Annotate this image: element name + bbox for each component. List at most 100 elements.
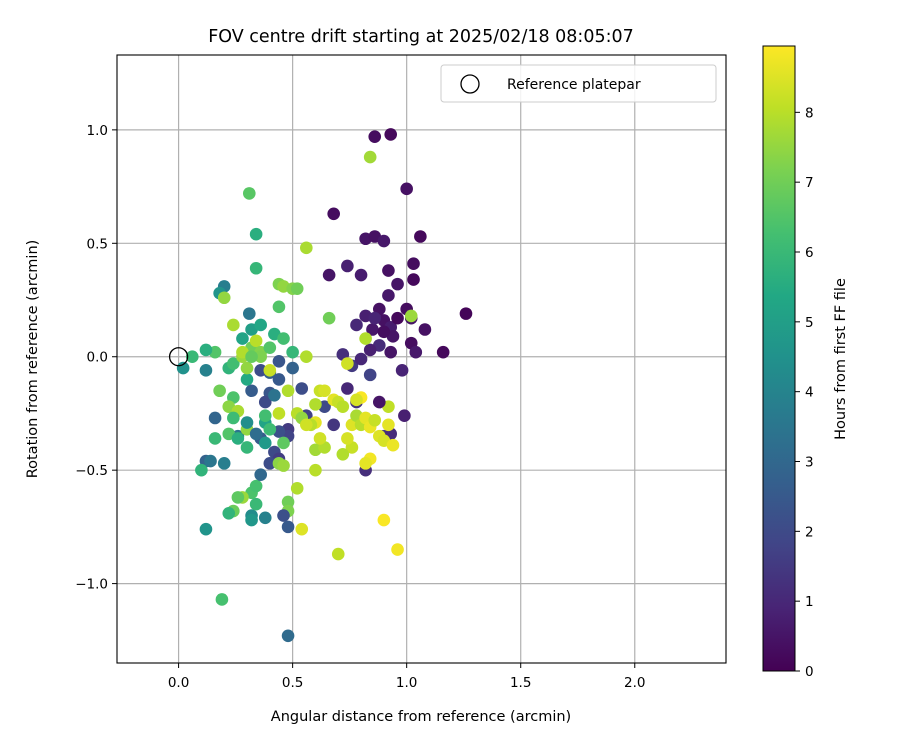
scatter-point	[309, 398, 322, 411]
scatter-point	[322, 311, 336, 325]
scatter-point	[249, 479, 263, 493]
y-tick-label: −0.5	[75, 463, 108, 479]
scatter-point	[331, 547, 345, 561]
scatter-point	[199, 343, 213, 357]
grid	[117, 55, 726, 663]
scatter-points	[176, 128, 473, 643]
scatter-point	[249, 261, 263, 275]
scatter-point	[384, 128, 398, 141]
scatter-point	[281, 384, 295, 398]
colorbar-tick-label: 6	[805, 245, 814, 261]
scatter-point	[295, 382, 309, 395]
scatter-point	[354, 352, 368, 366]
scatter-point	[366, 323, 379, 336]
scatter-point	[263, 364, 277, 377]
legend: Reference platepar	[440, 64, 717, 103]
legend-box	[440, 64, 717, 103]
scatter-point	[336, 447, 350, 461]
scatter-point	[377, 513, 391, 527]
scatter-point	[277, 509, 290, 522]
scatter-point	[391, 311, 404, 325]
scatter-point	[242, 307, 256, 320]
colorbar-label: Hours from first FF file	[833, 278, 849, 440]
scatter-point	[240, 373, 254, 386]
x-tick-label: 2.0	[624, 675, 645, 691]
scatter-point	[281, 520, 295, 534]
scatter-point	[395, 364, 409, 377]
scatter-point	[391, 543, 404, 556]
scatter-point	[245, 513, 258, 527]
scatter-point	[368, 413, 382, 427]
scatter-point	[309, 463, 322, 477]
scatter-point	[459, 307, 473, 320]
scatter-point	[350, 393, 363, 407]
scatter-point	[258, 395, 272, 409]
scatter-point	[272, 373, 286, 386]
scatter-point	[268, 388, 281, 402]
chart-title: FOV centre drift starting at 2025/02/18 …	[208, 27, 634, 47]
scatter-point	[290, 482, 304, 495]
scatter-point	[418, 323, 432, 336]
scatter-point	[363, 368, 377, 382]
scatter-point	[272, 300, 286, 314]
scatter-point	[382, 418, 395, 432]
reference-platepar-marker	[168, 347, 189, 367]
scatter-point	[258, 511, 272, 525]
scatter-point	[204, 454, 217, 468]
scatter-point	[249, 334, 263, 348]
scatter-point	[409, 345, 423, 359]
scatter-point	[240, 441, 254, 454]
scatter-point	[300, 350, 313, 364]
x-tick-label: 0.0	[168, 675, 189, 691]
colorbar-tick-label: 4	[805, 385, 814, 401]
scatter-point	[199, 522, 213, 536]
x-tick-label: 1.0	[396, 675, 417, 691]
scatter-point	[354, 268, 368, 282]
colorbar	[762, 45, 796, 672]
scatter-point	[249, 497, 263, 511]
scatter-point	[249, 427, 263, 441]
scatter-point	[281, 495, 295, 509]
scatter-point	[195, 463, 208, 477]
legend-label-reference: Reference platepar	[507, 77, 641, 93]
scatter-point	[277, 459, 290, 472]
scatter-point	[363, 343, 377, 357]
scatter-point	[382, 264, 395, 277]
scatter-point	[227, 411, 240, 425]
scatter-point	[227, 318, 240, 332]
scatter-point	[313, 432, 327, 445]
scatter-point	[208, 411, 222, 425]
scatter-point	[263, 457, 277, 470]
y-axis-label: Rotation from reference (arcmin)	[25, 240, 41, 479]
scatter-point	[414, 230, 427, 243]
scatter-point	[359, 332, 372, 345]
scatter-point	[217, 457, 231, 470]
scatter-point	[359, 457, 372, 470]
plot-frame	[116, 54, 727, 664]
scatter-point	[382, 289, 395, 302]
scatter-point	[407, 257, 420, 271]
scatter-point	[245, 350, 258, 364]
scatter-point	[341, 382, 354, 395]
scatter-point	[341, 259, 354, 273]
scatter-point	[373, 395, 386, 409]
scatter-point	[277, 332, 290, 345]
colorbar-tick-label: 7	[805, 175, 814, 191]
x-tick-label: 1.5	[510, 675, 531, 691]
scatter-point	[368, 130, 382, 143]
scatter-point	[240, 416, 254, 429]
scatter-point	[185, 350, 199, 364]
scatter-point	[391, 277, 404, 291]
colorbar-ticks: 0 1 2 3 4 5 6 7 8	[795, 105, 814, 680]
scatter-point	[286, 345, 299, 359]
scatter-point	[327, 418, 340, 432]
scatter-point	[350, 318, 363, 332]
y-tick-label: 0.5	[87, 236, 108, 252]
colorbar-tick-label: 8	[805, 105, 814, 121]
scatter-point	[249, 227, 263, 241]
scatter-point	[300, 241, 313, 255]
scatter-point	[436, 345, 450, 359]
scatter-point	[300, 418, 313, 432]
scatter-point	[384, 345, 398, 359]
